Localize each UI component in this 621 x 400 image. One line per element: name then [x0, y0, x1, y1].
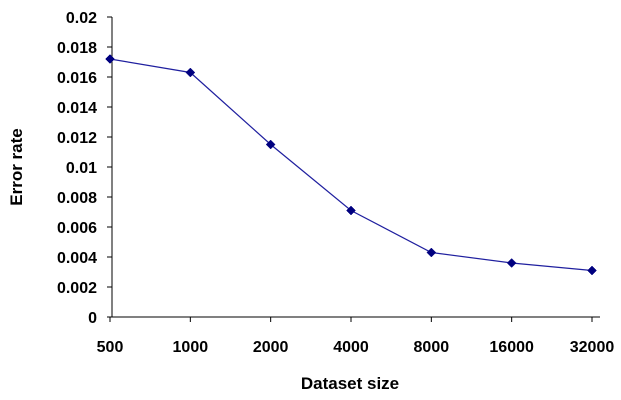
y-tick-label: 0.018 [57, 40, 97, 57]
x-tick-label: 16000 [489, 339, 534, 356]
y-tick-label: 0.002 [57, 280, 97, 297]
y-tick-label: 0.012 [57, 130, 97, 147]
x-tick-label: 32000 [570, 339, 615, 356]
y-axis: 0 0.002 0.004 0.006 0.008 0.01 0.012 0.014 0.016… [57, 10, 113, 327]
y-tick-label: 0.008 [57, 190, 97, 207]
y-axis-title: Error rate [7, 128, 26, 205]
y-tick-label: 0.016 [57, 70, 97, 87]
data-point-marker [265, 139, 276, 150]
x-axis-title: Dataset size [301, 374, 399, 393]
data-point-marker [185, 67, 196, 78]
series-group [105, 54, 597, 276]
y-tick-label: 0.004 [57, 250, 97, 267]
data-point-marker [587, 265, 597, 276]
data-point-marker [426, 247, 437, 258]
x-axis: 500 1000 2000 4000 8000 16000 32000 [97, 316, 615, 356]
y-tick-label: 0 [88, 310, 97, 327]
y-tick-label: 0.014 [57, 100, 97, 117]
data-point-marker [506, 258, 517, 268]
x-tick-label: 500 [97, 339, 124, 356]
x-tick-label: 2000 [253, 339, 289, 356]
data-point-marker [105, 54, 115, 64]
y-tick-label: 0.01 [66, 160, 97, 177]
x-tick-label: 8000 [414, 339, 450, 356]
y-tick-label: 0.02 [66, 10, 97, 27]
series-line [109, 58, 593, 272]
data-point-marker [346, 205, 356, 216]
x-tick-label: 1000 [173, 339, 209, 356]
x-tick-label: 4000 [333, 339, 369, 356]
y-tick-label: 0.006 [57, 220, 97, 237]
